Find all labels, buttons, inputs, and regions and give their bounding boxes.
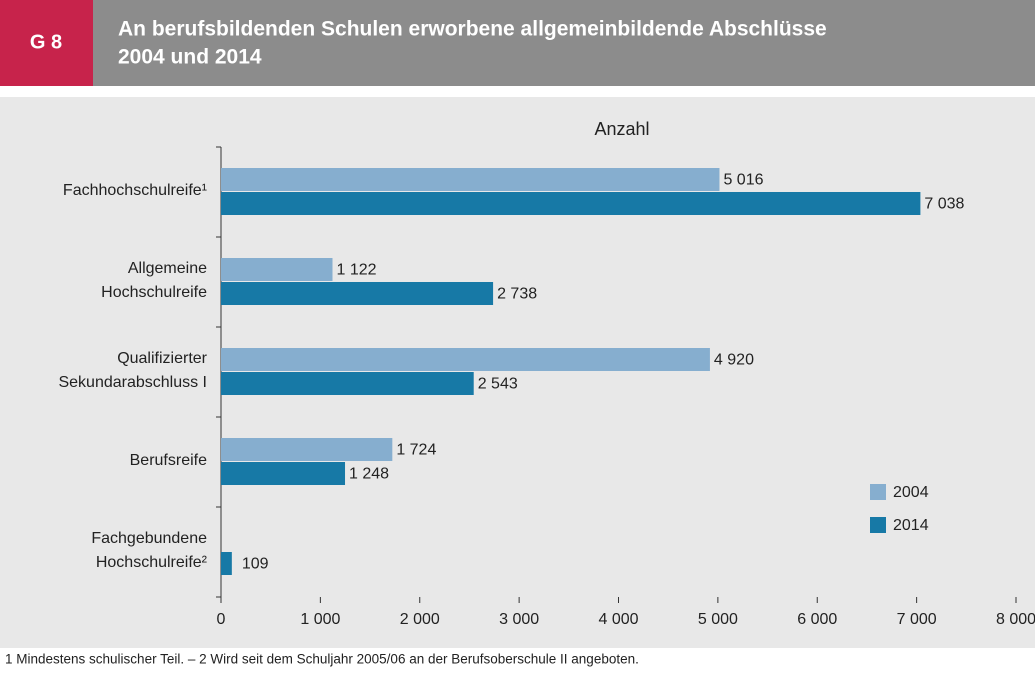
value-label: 109 bbox=[242, 556, 269, 573]
category-label: Fachgebundene bbox=[91, 530, 207, 547]
x-tick-label: 2 000 bbox=[400, 611, 440, 628]
category-label: Qualifizierter bbox=[117, 350, 207, 367]
value-label: 1 248 bbox=[349, 466, 389, 483]
header-bar bbox=[0, 0, 1035, 86]
chart-title: An berufsbildenden Schulen erworbene all… bbox=[118, 18, 827, 41]
x-tick-label: 3 000 bbox=[499, 611, 539, 628]
category-label: Fachhochschulreife¹ bbox=[63, 182, 207, 199]
x-tick-label: 5 000 bbox=[698, 611, 738, 628]
legend-label: 2014 bbox=[893, 517, 929, 534]
bar bbox=[221, 372, 474, 395]
legend-label: 2004 bbox=[893, 484, 929, 501]
bar bbox=[221, 168, 720, 191]
value-label: 1 122 bbox=[336, 262, 376, 279]
bar bbox=[221, 438, 393, 461]
bar bbox=[221, 192, 921, 215]
category-label: Sekundarabschluss I bbox=[58, 374, 207, 391]
x-tick-label: 7 000 bbox=[897, 611, 937, 628]
badge-box bbox=[0, 0, 93, 86]
x-tick-label: 6 000 bbox=[797, 611, 837, 628]
axis-label: Anzahl bbox=[594, 119, 649, 139]
bar bbox=[221, 258, 333, 281]
x-tick-label: 1 000 bbox=[300, 611, 340, 628]
chart-title: 2004 und 2014 bbox=[118, 46, 262, 69]
value-label: 5 016 bbox=[723, 172, 763, 189]
legend-swatch bbox=[870, 484, 886, 500]
value-label: 7 038 bbox=[924, 196, 964, 213]
footnote: 1 Mindestens schulischer Teil. – 2 Wird … bbox=[5, 652, 639, 667]
x-tick-label: 8 000 bbox=[996, 611, 1035, 628]
category-label: Allgemeine bbox=[128, 260, 207, 277]
value-label: 2 738 bbox=[497, 286, 537, 303]
badge: G 8 bbox=[30, 31, 62, 53]
value-label: 2 543 bbox=[478, 376, 518, 393]
x-tick-label: 0 bbox=[217, 611, 226, 628]
legend-swatch bbox=[870, 517, 886, 533]
value-label: 1 724 bbox=[396, 442, 436, 459]
category-label: Hochschulreife bbox=[101, 284, 207, 301]
category-label: Hochschulreife² bbox=[96, 554, 208, 571]
bar bbox=[221, 552, 232, 575]
x-tick-label: 4 000 bbox=[598, 611, 638, 628]
bar bbox=[221, 462, 346, 485]
bar bbox=[221, 348, 710, 371]
category-label: Berufsreife bbox=[130, 452, 207, 469]
value-label: 4 920 bbox=[714, 352, 754, 369]
bar bbox=[221, 282, 494, 305]
